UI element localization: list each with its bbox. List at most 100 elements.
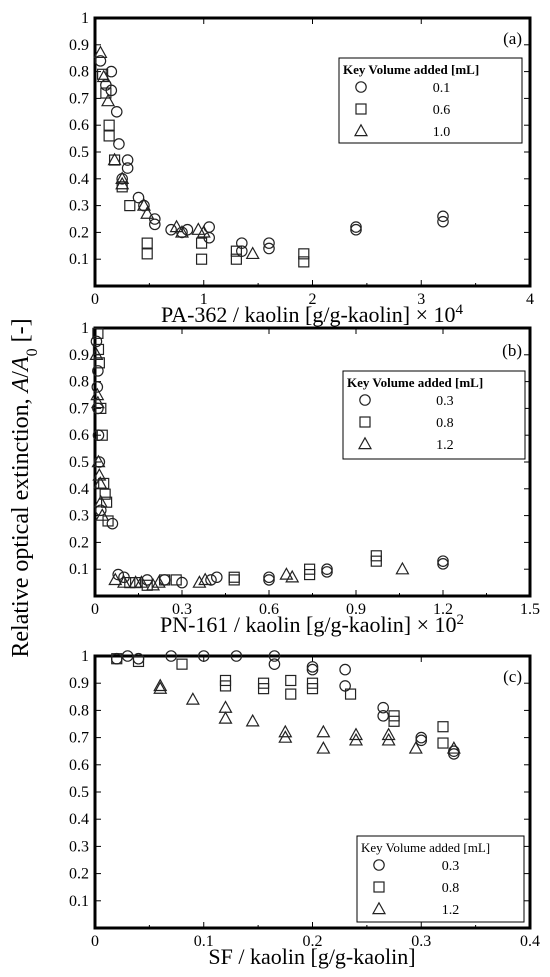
y-tick-label: 0.8 — [69, 64, 89, 81]
y-tick-label: 0.1 — [69, 251, 89, 268]
y-tick-label: 0.3 — [69, 838, 89, 855]
data-point-circle — [268, 658, 281, 670]
data-point-triangle — [115, 171, 130, 184]
data-point-circle — [113, 138, 125, 150]
data-point-square — [103, 130, 115, 142]
data-point-square — [141, 248, 153, 260]
data-point-triangle — [348, 727, 364, 741]
data-point-square — [230, 245, 242, 257]
x-tick-label: 0 — [91, 291, 99, 308]
x-tick-label: 0.1 — [194, 933, 214, 950]
data-point-square — [298, 248, 310, 260]
data-point-circle — [149, 218, 161, 231]
x-tick-label: 0 — [91, 933, 99, 950]
legend-items: 0.1 0.6 1.0 — [353, 81, 450, 140]
panel-label: (b) — [502, 341, 522, 360]
data-point-triangle — [169, 219, 184, 233]
legend-label: 0.3 — [442, 859, 460, 874]
data-points — [89, 327, 449, 591]
data-point-circle — [350, 221, 362, 233]
y-tick-label: 0.9 — [69, 675, 89, 692]
data-point-triangle — [93, 476, 108, 489]
data-point-triangle — [90, 395, 105, 409]
data-point-triangle — [93, 45, 108, 59]
x-axis-label: SF / kaolin [g/g-kaolin] — [208, 944, 415, 969]
x-tick-label: 0.3 — [172, 601, 192, 618]
data-point-triangle — [395, 561, 410, 575]
data-point-square — [96, 429, 108, 441]
data-point-triangle — [285, 569, 300, 583]
data-point-triangle — [140, 206, 155, 219]
data-point-circle — [350, 223, 362, 236]
y-ticks: 0.1 0.2 0.3 0.4 0.5 0.6 0.7 0.8 0.9 1 — [69, 648, 530, 910]
y-axis-label: Relative optical extinction, A/A0 [-] — [8, 318, 41, 657]
data-point-circle — [90, 335, 103, 348]
data-point-square — [103, 119, 115, 131]
data-points — [110, 650, 461, 760]
data-point-square — [306, 683, 319, 695]
data-point-square — [92, 343, 105, 356]
data-point-triangle — [218, 711, 233, 724]
data-point-square — [159, 574, 171, 586]
data-point-circle — [339, 663, 351, 676]
data-point-circle — [448, 748, 460, 760]
data-point-square — [132, 655, 145, 668]
data-point-circle — [94, 55, 107, 67]
data-point-square — [92, 327, 104, 339]
y-tick-label: 0.2 — [69, 224, 89, 241]
data-point-circle — [176, 576, 188, 589]
data-point-triangle — [89, 347, 104, 360]
data-point-circle — [95, 504, 107, 517]
data-point-circle — [415, 731, 428, 744]
y-tick-label: 0.6 — [69, 427, 89, 444]
data-point-circle — [377, 701, 389, 714]
y-tick-label: 0.5 — [69, 454, 89, 471]
data-point-triangle — [196, 224, 211, 238]
data-point-circle — [105, 65, 118, 78]
y-tick-label: 0.7 — [69, 90, 89, 107]
data-point-triangle — [101, 93, 116, 107]
data-point-circle — [197, 650, 210, 662]
y-ticks: 0.1 0.2 0.3 0.4 0.5 0.6 0.7 0.8 0.9 1 — [69, 320, 530, 578]
data-point-circle — [321, 566, 333, 578]
legend-marker-triangle — [357, 436, 373, 450]
data-point-square — [219, 680, 232, 692]
y-tick-label: 0.7 — [69, 730, 89, 747]
x-ticks: 0 1 2 3 4 — [91, 18, 534, 308]
data-point-circle — [149, 213, 161, 225]
data-point-square — [228, 571, 240, 583]
data-point-triangle — [381, 732, 396, 746]
y-tick-label: 0.2 — [69, 534, 89, 551]
data-point-triangle — [145, 577, 161, 591]
legend-items: 0.3 0.8 1.2 — [357, 394, 454, 453]
data-point-square — [102, 515, 114, 527]
x-tick-label: 0.3 — [411, 933, 431, 950]
y-tick-label: 1 — [81, 320, 89, 337]
legend-items: 0.3 0.8 1.2 — [371, 859, 460, 918]
data-point-triangle — [278, 724, 293, 738]
x-tick-label: 0.9 — [346, 601, 366, 618]
legend: Key Volume added [mL] 0.1 0.6 1.0 — [338, 57, 523, 144]
data-point-circle — [448, 745, 460, 757]
data-point-triangle — [278, 730, 293, 743]
data-point-triangle — [192, 575, 207, 588]
data-point-square — [230, 253, 242, 265]
data-point-square — [176, 658, 188, 670]
x-tick-label: 1.5 — [520, 601, 540, 618]
x-tick-label: 3 — [417, 291, 425, 308]
panel-label: (c) — [503, 667, 522, 686]
data-point-triangle — [96, 69, 111, 83]
data-point-triangle — [95, 508, 110, 521]
legend-box — [338, 57, 523, 144]
data-point-circle — [263, 237, 275, 249]
x-tick-label: 1.2 — [433, 601, 453, 618]
data-point-triangle — [185, 692, 200, 705]
data-point-square — [97, 68, 109, 80]
data-point-triangle — [191, 222, 206, 235]
data-point-triangle — [446, 741, 461, 754]
data-point-triangle — [153, 678, 168, 692]
data-point-square — [344, 688, 357, 700]
data-point-square — [195, 253, 208, 265]
x-tick-label: 0.2 — [303, 933, 323, 950]
